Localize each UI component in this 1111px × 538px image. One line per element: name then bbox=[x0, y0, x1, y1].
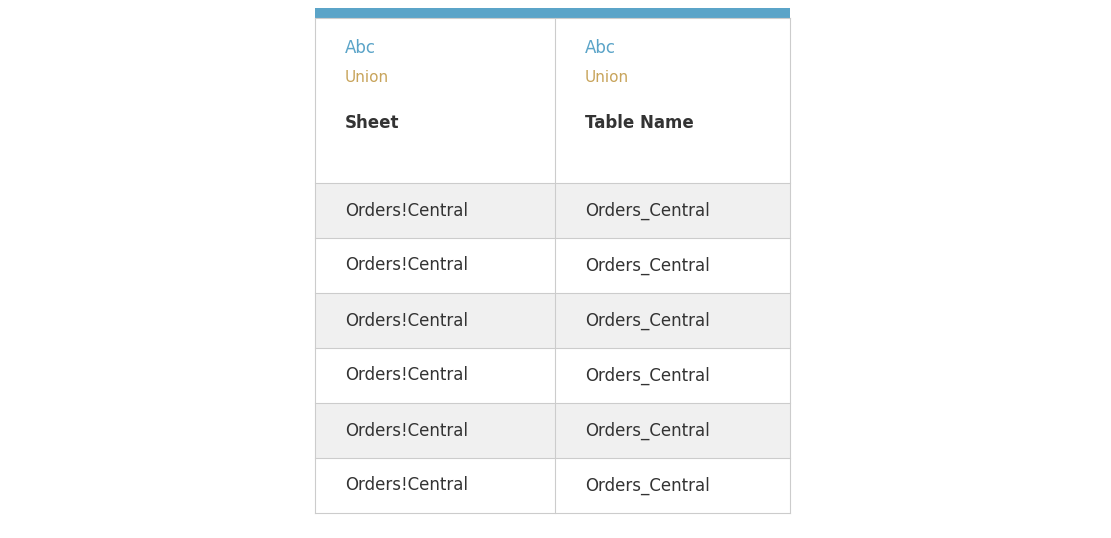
Text: Orders_Central: Orders_Central bbox=[585, 421, 710, 440]
Text: Union: Union bbox=[346, 70, 389, 86]
Text: Orders!Central: Orders!Central bbox=[346, 202, 468, 220]
Bar bbox=[316, 8, 790, 18]
Text: Orders!Central: Orders!Central bbox=[346, 421, 468, 440]
Text: Orders_Central: Orders_Central bbox=[585, 257, 710, 274]
Bar bbox=[316, 348, 790, 403]
Text: Orders_Central: Orders_Central bbox=[585, 366, 710, 385]
Text: Orders!Central: Orders!Central bbox=[346, 477, 468, 494]
Text: Sheet: Sheet bbox=[346, 114, 400, 132]
Bar bbox=[316, 403, 790, 458]
Bar bbox=[316, 458, 790, 513]
Text: Table Name: Table Name bbox=[585, 114, 693, 132]
Text: Orders!Central: Orders!Central bbox=[346, 312, 468, 329]
Text: Abc: Abc bbox=[346, 39, 376, 57]
Bar bbox=[316, 238, 790, 293]
Bar bbox=[316, 183, 790, 238]
Bar bbox=[316, 18, 790, 183]
Bar bbox=[316, 293, 790, 348]
Text: Abc: Abc bbox=[585, 39, 615, 57]
Text: Orders_Central: Orders_Central bbox=[585, 312, 710, 330]
Text: Orders!Central: Orders!Central bbox=[346, 366, 468, 385]
Text: Orders_Central: Orders_Central bbox=[585, 476, 710, 494]
Text: Orders_Central: Orders_Central bbox=[585, 201, 710, 220]
Text: Orders!Central: Orders!Central bbox=[346, 257, 468, 274]
Text: Union: Union bbox=[585, 70, 629, 86]
